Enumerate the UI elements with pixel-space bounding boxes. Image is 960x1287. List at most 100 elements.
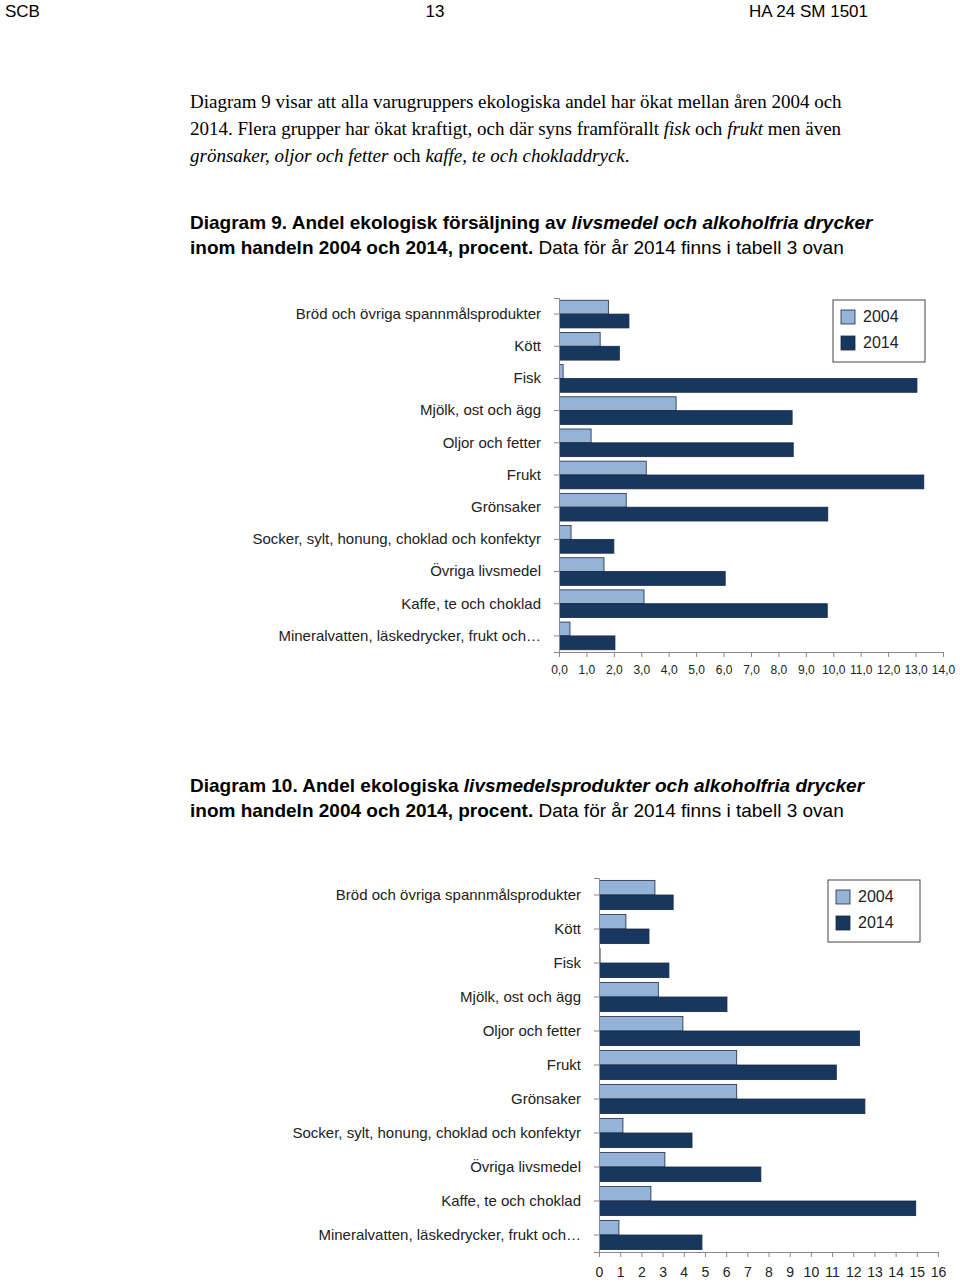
paragraph-run: .	[625, 145, 630, 166]
legend-label: 2004	[863, 308, 899, 325]
bar	[599, 1050, 737, 1065]
y-axis-line	[594, 879, 600, 1253]
paragraph-run: grönsaker, oljor och fetter	[190, 145, 388, 166]
bar	[559, 346, 619, 360]
bar	[559, 539, 614, 553]
y-tick-label: Mjölk, ost och ägg	[460, 988, 581, 1005]
y-tick-label: Socker, sylt, honung, choklad och konfek…	[293, 1124, 582, 1141]
y-tick: Oljor och fetter	[483, 1022, 599, 1039]
x-tick: 9	[786, 1252, 794, 1280]
bar	[559, 397, 676, 411]
bar	[559, 590, 644, 604]
y-tick-mark	[554, 410, 559, 411]
bar	[559, 507, 828, 521]
y-tick: Bröd och övriga spannmålsprodukter	[336, 886, 599, 903]
title-run: inom handeln 2004 och 2014, procent.	[190, 800, 533, 821]
x-tick: 11	[825, 1252, 840, 1280]
y-tick: Kaffe, te och choklad	[401, 595, 559, 612]
x-tick-mark	[751, 652, 752, 657]
y-tick-mark	[594, 1031, 599, 1032]
x-axis-line	[600, 1253, 939, 1258]
y-tick-mark	[554, 603, 559, 604]
legend: 20042014	[828, 880, 920, 942]
title-run: Data för år 2014 finns i tabell 3 ovan	[533, 237, 844, 258]
y-tick: Frukt	[507, 466, 559, 483]
x-tick-mark	[938, 1252, 939, 1257]
y-tick-label: Bröd och övriga spannmålsprodukter	[296, 305, 541, 322]
y-tick-mark	[594, 1099, 599, 1100]
bar	[599, 1099, 865, 1114]
y-tick: Fisk	[554, 954, 600, 971]
bar	[599, 1084, 737, 1099]
y-tick-label: Övriga livsmedel	[430, 562, 541, 579]
bar	[599, 1031, 860, 1046]
x-tick: 8,0	[771, 652, 788, 677]
y-tick-mark	[554, 507, 559, 508]
y-tick: Mjölk, ost och ägg	[460, 988, 599, 1005]
x-tick: 2	[638, 1252, 646, 1280]
legend: 2004 2014	[833, 300, 925, 362]
x-tick-mark	[705, 1252, 706, 1257]
x-tick-mark	[916, 652, 917, 657]
title-run: inom handeln 2004 och 2014, procent.	[190, 237, 533, 258]
y-tick-mark	[594, 895, 599, 896]
bar	[559, 378, 917, 392]
x-tick-mark	[861, 652, 862, 657]
bar	[599, 1235, 702, 1250]
bar	[599, 1186, 651, 1201]
paragraph-run: fisk	[664, 118, 690, 139]
x-tick: 14,0	[932, 652, 956, 677]
x-tick: 0	[596, 1252, 604, 1280]
y-tick-mark	[594, 997, 599, 998]
y-tick: Kaffe, te och choklad	[441, 1192, 599, 1209]
x-tick-mark	[614, 652, 615, 657]
y-tick: Bröd och övriga spannmålsprodukter	[296, 305, 559, 322]
x-tick-label: 5	[702, 1264, 710, 1280]
x-tick-mark	[917, 1252, 918, 1257]
bar	[599, 1133, 692, 1148]
bar	[599, 1167, 761, 1182]
x-tick-label: 10	[804, 1264, 820, 1280]
bar	[599, 1152, 665, 1167]
x-tick-mark	[832, 1252, 833, 1257]
x-tick: 13	[867, 1252, 883, 1280]
paragraph-run: kaffe, te och chokladdryck	[425, 145, 624, 166]
y-tick-label: Mineralvatten, läskedrycker, frukt och…	[278, 627, 541, 644]
bar	[559, 572, 725, 586]
x-axis-line	[560, 653, 944, 658]
plot-area: 012345678910111213141516Bröd och övriga …	[293, 879, 947, 1280]
x-tick-mark	[943, 652, 944, 657]
x-tick-label: 3	[659, 1264, 667, 1280]
x-tick-label: 8,0	[771, 663, 788, 677]
bar	[599, 880, 655, 895]
x-tick-mark	[888, 652, 889, 657]
x-tick: 3,0	[633, 652, 650, 677]
x-tick-label: 4	[680, 1264, 688, 1280]
x-tick-label: 6,0	[716, 663, 733, 677]
bar	[559, 622, 570, 636]
bar	[599, 997, 727, 1012]
x-tick-label: 15	[910, 1264, 926, 1280]
bar	[559, 300, 608, 314]
x-tick-label: 11,0	[850, 663, 873, 677]
legend-label: 2014	[863, 334, 899, 351]
legend-label: 2014	[858, 914, 894, 931]
y-tick-mark	[594, 1235, 599, 1236]
title-run: Data för år 2014 finns i tabell 3 ovan	[533, 800, 844, 821]
legend-box	[833, 300, 925, 362]
x-tick-mark	[747, 1252, 748, 1257]
bar	[559, 332, 600, 346]
x-tick-label: 2	[638, 1264, 646, 1280]
title-run: livsmedel och alkoholfria drycker	[572, 212, 873, 233]
x-axis: 0,01,02,03,04,05,06,07,08,09,010,011,012…	[551, 652, 955, 677]
x-tick-mark	[833, 652, 834, 657]
chart-title: Diagram 10. Andel ekologiska livsmedelsp…	[190, 773, 880, 823]
y-tick-label: Kaffe, te och choklad	[401, 595, 541, 612]
y-tick-mark	[554, 378, 559, 379]
title-run: Diagram 9. Andel ekologisk försäljning a…	[190, 212, 572, 233]
paragraph-run: frukt	[727, 118, 763, 139]
x-tick-label: 13,0	[904, 663, 928, 677]
y-tick-label: Mjölk, ost och ägg	[420, 401, 541, 418]
bar	[599, 1201, 916, 1216]
x-tick-label: 11	[825, 1264, 840, 1280]
